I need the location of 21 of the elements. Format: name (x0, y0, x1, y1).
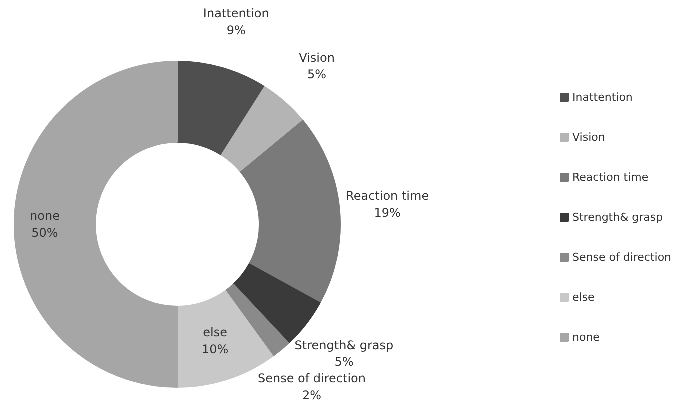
legend-label: Strength& grasp (572, 211, 664, 224)
legend-label: Inattention (572, 91, 633, 104)
legend-label: else (572, 291, 596, 304)
slice-label: Strength& grasp (294, 338, 394, 352)
data-label: 10% (202, 342, 229, 356)
legend-label: none (572, 331, 600, 344)
data-label: 9% (226, 23, 246, 38)
slice-label: Vision (299, 50, 335, 65)
slice-label: else (203, 326, 228, 340)
legend-label: Sense of direction (572, 251, 672, 264)
data-label: 19% (374, 206, 401, 220)
slice-label: Sense of direction (258, 372, 366, 386)
data-label: 2% (302, 388, 322, 402)
legend-label: Reaction time (572, 171, 649, 184)
data-label: 50% (32, 226, 58, 240)
legend-label: Vision (572, 131, 606, 144)
data-label: 5% (308, 68, 327, 82)
data-label: 5% (334, 355, 354, 370)
slice-label: Reaction time (346, 189, 430, 204)
slice-label: none (30, 209, 60, 224)
slice-label: Inattention (203, 6, 270, 20)
